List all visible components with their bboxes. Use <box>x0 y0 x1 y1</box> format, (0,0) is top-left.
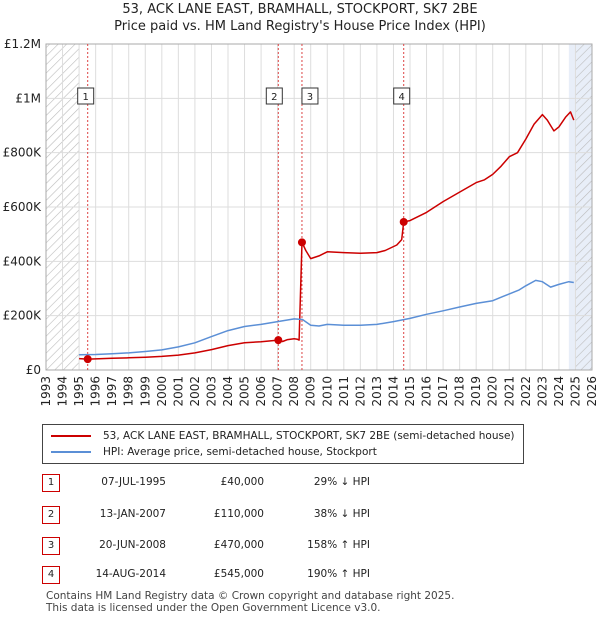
transaction-hpi: 38% ↓ HPI <box>313 508 370 520</box>
footer-copyright: Contains HM Land Registry data © Crown c… <box>46 590 455 602</box>
transaction-label-box <box>265 87 283 105</box>
x-tick-label: 2004 <box>221 376 235 407</box>
x-tick-label: 2006 <box>254 376 268 407</box>
transaction-price: £40,000 <box>220 476 264 488</box>
transaction-label-number: 3 <box>307 92 313 103</box>
legend: 53, ACK LANE EAST, BRAMHALL, STOCKPORT, … <box>42 424 524 464</box>
legend-swatch-hpi <box>51 451 91 453</box>
property-price-line <box>79 111 575 360</box>
x-tick-label: 1993 <box>39 376 53 407</box>
x-tick-label: 2013 <box>370 376 384 407</box>
x-tick-label: 2010 <box>320 376 334 407</box>
x-tick-label: 2002 <box>188 376 202 407</box>
x-tick-label: 2005 <box>238 376 252 407</box>
y-tick-label: £600K <box>3 200 43 214</box>
x-tick-label: 2017 <box>436 376 450 407</box>
footer-licence: This data is licensed under the Open Gov… <box>46 602 381 614</box>
transaction-date: 07-JUL-1995 <box>101 476 166 488</box>
transaction-hpi: 190% ↑ HPI <box>307 568 370 580</box>
x-tick-label: 2015 <box>403 376 417 407</box>
x-tick-label: 2026 <box>585 376 599 407</box>
transaction-number: 2 <box>42 506 60 524</box>
x-tick-label: 2007 <box>271 376 285 407</box>
x-tick-label: 2025 <box>568 376 582 407</box>
transaction-label-box <box>77 87 95 105</box>
transaction-hpi: 158% ↑ HPI <box>307 539 370 551</box>
transaction-label-number: 1 <box>83 92 89 103</box>
transaction-label-number: 4 <box>399 92 405 103</box>
transaction-date: 13-JAN-2007 <box>99 508 166 520</box>
transaction-number: 4 <box>42 566 60 584</box>
transaction-price: £110,000 <box>213 508 264 520</box>
transaction-number: 1 <box>42 474 60 492</box>
transaction-label-box <box>393 87 411 105</box>
x-tick-label: 1995 <box>72 376 86 407</box>
x-tick-label: 1994 <box>56 376 70 407</box>
y-tick-label: £800K <box>3 146 43 160</box>
transaction-hpi: 29% ↓ HPI <box>313 476 370 488</box>
x-tick-label: 1996 <box>89 376 103 407</box>
legend-item-property: 53, ACK LANE EAST, BRAMHALL, STOCKPORT, … <box>51 428 515 444</box>
legend-swatch-property <box>51 435 91 437</box>
x-tick-label: 2016 <box>420 376 434 407</box>
y-tick-label: £400K <box>3 254 43 268</box>
x-tick-label: 2001 <box>171 376 185 407</box>
hpi-line <box>79 279 574 356</box>
transaction-date: 14-AUG-2014 <box>95 568 166 580</box>
x-tick-label: 2009 <box>304 376 318 407</box>
transaction-point <box>274 336 283 345</box>
x-tick-label: 2003 <box>204 376 218 407</box>
transaction-label-number: 2 <box>271 92 277 103</box>
legend-label-hpi: HPI: Average price, semi-detached house,… <box>103 446 377 458</box>
transaction-price: £545,000 <box>213 568 264 580</box>
x-tick-label: 2020 <box>486 376 500 407</box>
chart-title-line1: 53, ACK LANE EAST, BRAMHALL, STOCKPORT, … <box>122 2 478 17</box>
chart-title-line2: Price paid vs. HM Land Registry's House … <box>114 19 486 34</box>
transaction-date: 20-JUN-2008 <box>99 539 166 551</box>
x-tick-label: 2023 <box>535 376 549 407</box>
x-tick-label: 1998 <box>122 376 136 407</box>
y-tick-label: £1M <box>15 91 41 105</box>
x-tick-label: 2024 <box>552 376 566 407</box>
transaction-point <box>399 217 408 226</box>
x-tick-label: 2021 <box>502 376 516 407</box>
x-tick-label: 1997 <box>105 376 119 407</box>
x-tick-label: 2022 <box>519 376 533 407</box>
x-tick-label: 2008 <box>287 376 301 407</box>
x-tick-label: 2018 <box>453 376 467 407</box>
transaction-point <box>297 238 306 247</box>
legend-item-hpi: HPI: Average price, semi-detached house,… <box>51 444 377 460</box>
x-tick-label: 2012 <box>353 376 367 407</box>
plot-frame <box>45 43 593 371</box>
transaction-price: £470,000 <box>213 539 264 551</box>
x-tick-label: 2019 <box>469 376 483 407</box>
transaction-number: 3 <box>42 537 60 555</box>
x-tick-label: 1999 <box>138 376 152 407</box>
transaction-point <box>83 355 92 364</box>
x-tick-label: 2011 <box>337 376 351 407</box>
x-tick-label: 2014 <box>386 376 400 407</box>
transaction-label-box <box>301 87 319 105</box>
x-tick-label: 2000 <box>155 376 169 407</box>
y-tick-label: £200K <box>3 309 43 323</box>
y-tick-label: £0 <box>26 363 41 377</box>
y-tick-label: £1.2M <box>4 37 41 51</box>
legend-label-property: 53, ACK LANE EAST, BRAMHALL, STOCKPORT, … <box>103 430 515 442</box>
